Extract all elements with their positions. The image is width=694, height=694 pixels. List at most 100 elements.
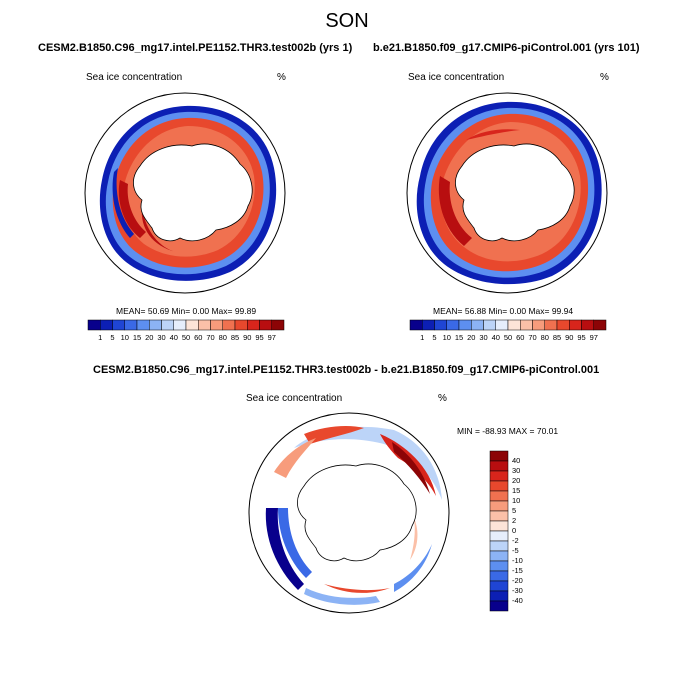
panel-1-colorbar-swatch	[259, 319, 272, 331]
difference-colorbar-swatch	[489, 600, 509, 612]
panel-1-colorbar-swatch	[124, 319, 138, 331]
difference-colorbar-swatch	[489, 550, 509, 562]
panel-2-colorbar-tick-label: 90	[565, 333, 574, 342]
panel-1-colorbar-swatch	[87, 319, 101, 331]
difference-colorbar-tick-label: 0	[512, 526, 517, 535]
difference-units-label: %	[438, 393, 447, 404]
panel-2-colorbar-tick-label: 80	[540, 333, 549, 342]
panel-1-colorbar-swatch	[210, 319, 223, 331]
panel-1-colorbar-tick-label: 85	[230, 333, 240, 342]
panel-1-colorbar-tick-label: 40	[169, 333, 178, 342]
panel-2-colorbar-swatch	[544, 319, 558, 331]
panel-2-colorbar-swatch	[556, 319, 570, 331]
panel-1-colorbar-swatch	[136, 319, 150, 331]
panel-1-colorbar-swatch	[100, 319, 113, 331]
panel-2-colorbar-swatch	[409, 319, 423, 331]
panel-1-units-label: %	[277, 72, 286, 83]
panel-2-colorbar-tick-label: 1	[420, 333, 425, 342]
panel-2-units-label: %	[600, 72, 609, 83]
difference-colorbar-swatch	[489, 450, 509, 462]
difference-colorbar-tick-label: 5	[512, 506, 517, 515]
panel-1-colorbar-swatch	[234, 319, 248, 331]
panel-2-colorbar-tick-label: 70	[528, 333, 537, 342]
difference-colorbar-swatch	[489, 470, 509, 482]
panel-2-colorbar-tick-label: 10	[442, 333, 451, 342]
difference-colorbar-swatch	[489, 590, 509, 602]
difference-colorbar	[489, 450, 509, 612]
panel-1-map	[84, 92, 286, 294]
difference-map	[248, 412, 450, 614]
panel-2-colorbar-tick-label: 15	[454, 333, 464, 342]
panel-2-colorbar-tick-label: 5	[432, 333, 437, 342]
panel-1-colorbar-swatch	[149, 319, 162, 331]
panel-1-colorbar	[87, 319, 285, 331]
panel-2-colorbar-labels: 1 5 10 15 20 30 40 50 60 70 80 85 90 95 97	[410, 333, 606, 345]
difference-colorbar-tick-label: 30	[512, 466, 521, 475]
panel-1-colorbar-tick-label: 97	[267, 333, 276, 342]
difference-colorbar-tick-label: 20	[512, 476, 521, 485]
difference-colorbar-swatch	[489, 520, 509, 532]
panel-1-colorbar-tick-label: 20	[145, 333, 154, 342]
difference-colorbar-swatch	[489, 540, 509, 552]
difference-colorbar-swatch	[489, 460, 509, 472]
panel-2-colorbar-swatch	[422, 319, 435, 331]
panel-2-colorbar-tick-label: 30	[479, 333, 488, 342]
difference-stats: MIN = -88.93 MAX = 70.01	[457, 426, 559, 436]
difference-colorbar-swatch	[489, 500, 509, 512]
difference-colorbar-tick-label: -30	[512, 586, 523, 595]
difference-colorbar-tick-label: -5	[512, 546, 519, 555]
panel-1-colorbar-swatch	[112, 319, 125, 331]
panel-1-stats: MEAN= 50.69 Min= 0.00 Max= 99.89	[116, 306, 257, 316]
difference-colorbar-labels: 40 30 20 15 10 5 2 0 -2 -5 -10 -15 -20 -30 -40	[512, 451, 552, 611]
difference-colorbar-swatch	[489, 570, 509, 582]
panel-1-colorbar-swatch	[222, 319, 236, 331]
panel-2-colorbar-swatch	[532, 319, 545, 331]
difference-colorbar-tick-label: -10	[512, 556, 523, 565]
difference-variable-label: Sea ice concentration	[246, 393, 343, 404]
panel-2-colorbar-swatch	[593, 319, 607, 331]
difference-colorbar-swatch	[489, 490, 509, 502]
difference-continent	[297, 463, 417, 562]
panel-2-colorbar-tick-label: 85	[552, 333, 562, 342]
panel-1-colorbar-tick-label: 50	[181, 333, 191, 342]
panel-1-colorbar-swatch	[173, 319, 187, 331]
panel-1-colorbar-swatch	[271, 319, 285, 331]
panel-2-title: b.e21.B1850.f09_g17.CMIP6-piControl.001 …	[373, 42, 640, 54]
difference-colorbar-tick-label: 2	[512, 516, 517, 525]
panel-2-colorbar-swatch	[434, 319, 447, 331]
panel-2-colorbar-swatch	[471, 319, 484, 331]
panel-2-colorbar-swatch	[446, 319, 460, 331]
panel-2-colorbar-swatch	[495, 319, 509, 331]
panel-2-colorbar-swatch	[458, 319, 472, 331]
panel-1-continent	[133, 143, 253, 242]
panel-1-title: CESM2.B1850.C96_mg17.intel.PE1152.THR3.t…	[38, 42, 353, 54]
panel-1-colorbar-tick-label: 80	[218, 333, 227, 342]
panel-2-colorbar-tick-label: 95	[577, 333, 586, 342]
difference-colorbar-swatch	[489, 580, 509, 592]
panel-2-colorbar-tick-label: 20	[467, 333, 476, 342]
panel-2-map	[406, 92, 608, 294]
panel-1-colorbar-tick-label: 95	[255, 333, 264, 342]
panel-1-colorbar-tick-label: 1	[98, 333, 103, 342]
difference-colorbar-swatch	[489, 510, 509, 522]
panel-2-colorbar	[409, 319, 607, 331]
panel-1-colorbar-tick-label: 5	[110, 333, 115, 342]
panel-1-colorbar-tick-label: 90	[243, 333, 252, 342]
panel-2-colorbar-swatch	[581, 319, 594, 331]
difference-colorbar-swatch	[489, 560, 509, 572]
difference-title: CESM2.B1850.C96_mg17.intel.PE1152.THR3.t…	[93, 364, 600, 376]
panel-2-colorbar-swatch	[507, 319, 521, 331]
difference-colorbar-swatch	[489, 480, 509, 492]
difference-colorbar-tick-label: 10	[512, 496, 521, 505]
panel-1-colorbar-tick-label: 70	[206, 333, 215, 342]
difference-colorbar-tick-label: -20	[512, 576, 523, 585]
difference-colorbar-tick-label: -2	[512, 536, 519, 545]
panel-1-colorbar-tick-label: 15	[132, 333, 142, 342]
panel-1-colorbar-swatch	[247, 319, 260, 331]
difference-colorbar-tick-label: 40	[512, 456, 521, 465]
panel-1-colorbar-tick-label: 10	[120, 333, 129, 342]
difference-colorbar-tick-label: 15	[512, 486, 521, 495]
panel-1-colorbar-swatch	[198, 319, 211, 331]
panel-2-colorbar-swatch	[569, 319, 582, 331]
panel-2-continent	[455, 143, 575, 242]
